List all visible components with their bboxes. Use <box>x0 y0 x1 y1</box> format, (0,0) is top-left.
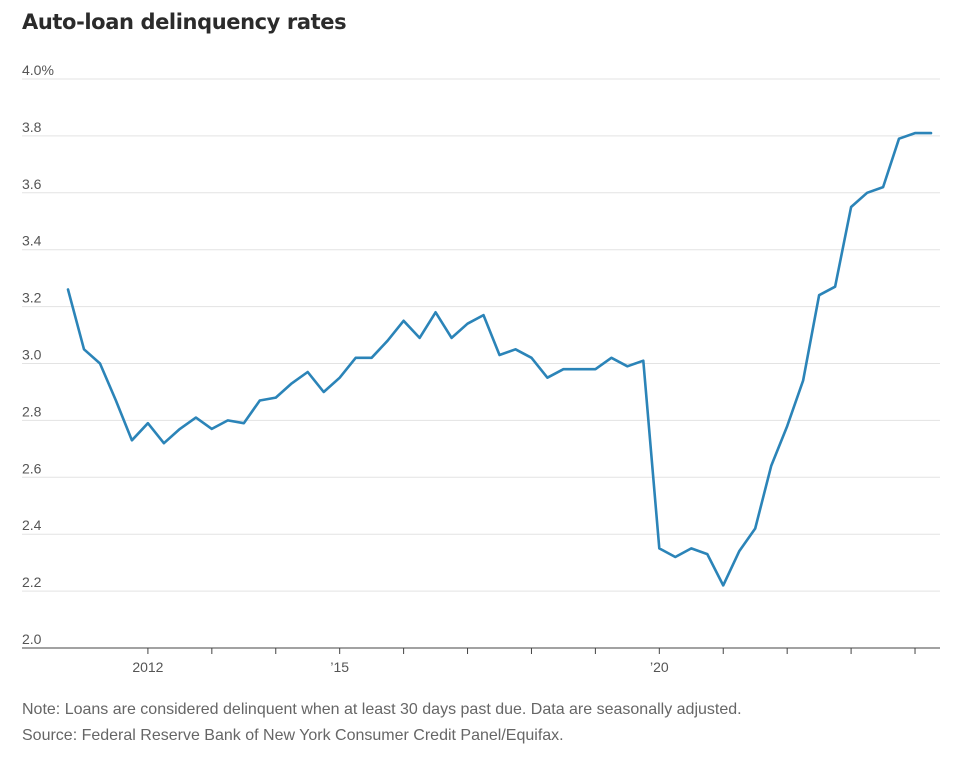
data-point <box>211 428 213 430</box>
y-tick-label: 3.6 <box>22 176 42 192</box>
data-point <box>323 391 325 393</box>
data-point <box>339 377 341 379</box>
data-point <box>546 377 548 379</box>
series-line <box>66 131 933 587</box>
data-point <box>67 289 69 291</box>
y-tick-label: 2.0 <box>22 631 42 647</box>
data-point <box>419 337 421 339</box>
data-point <box>179 428 181 430</box>
data-point <box>914 132 916 134</box>
data-point <box>850 206 852 208</box>
data-point <box>642 360 644 362</box>
data-point <box>738 550 740 552</box>
data-point <box>530 357 532 359</box>
data-point <box>403 320 405 322</box>
data-point <box>99 363 101 365</box>
data-point <box>131 439 133 441</box>
footnote: Note: Loans are considered delinquent wh… <box>22 701 742 718</box>
y-tick-label: 2.6 <box>22 460 42 476</box>
y-tick-label: 3.8 <box>22 119 42 135</box>
data-point <box>451 337 453 339</box>
data-point <box>499 354 501 356</box>
data-point <box>770 465 772 467</box>
data-point <box>115 399 117 401</box>
data-point <box>834 286 836 288</box>
y-tick-label: 2.4 <box>22 517 42 533</box>
data-point <box>163 442 165 444</box>
data-point <box>467 323 469 325</box>
data-point <box>786 425 788 427</box>
y-tick-label: 4.0% <box>22 62 54 78</box>
y-tick-label: 2.8 <box>22 403 42 419</box>
data-point <box>706 553 708 555</box>
data-point <box>898 138 900 140</box>
data-point <box>658 547 660 549</box>
data-point <box>882 186 884 188</box>
data-point <box>578 368 580 370</box>
data-point <box>147 422 149 424</box>
data-point <box>387 340 389 342</box>
data-point <box>435 311 437 313</box>
data-point <box>754 528 756 530</box>
data-point <box>259 399 261 401</box>
y-tick-label: 3.4 <box>22 233 42 249</box>
data-point <box>802 380 804 382</box>
data-point <box>195 417 197 419</box>
data-point <box>483 314 485 316</box>
data-point <box>818 294 820 296</box>
data-point <box>83 348 85 350</box>
data-point <box>227 419 229 421</box>
gridlines <box>22 78 940 592</box>
data-point <box>562 368 564 370</box>
x-axis: 2012 ’15 ’20 <box>22 647 940 675</box>
data-point <box>866 192 868 194</box>
data-point <box>594 368 596 370</box>
data-point <box>371 357 373 359</box>
data-point <box>243 422 245 424</box>
data-point <box>355 357 357 359</box>
y-tick-label: 3.0 <box>22 347 42 363</box>
chart-title: Auto-loan delinquency rates <box>22 10 347 34</box>
data-point <box>690 547 692 549</box>
series-group <box>66 131 933 587</box>
y-axis-labels: 4.0% 3.8 3.6 3.4 3.2 3.0 2.8 2.6 2.4 2.2 2.0 <box>22 62 54 647</box>
data-point <box>291 382 293 384</box>
data-point <box>610 357 612 359</box>
x-tick-label: ’15 <box>330 659 349 675</box>
data-point <box>674 556 676 558</box>
source-note: Source: Federal Reserve Bank of New York… <box>22 727 564 744</box>
y-tick-label: 3.2 <box>22 290 42 306</box>
data-point <box>930 132 932 134</box>
y-tick-label: 2.2 <box>22 574 42 590</box>
data-point <box>722 584 724 586</box>
x-tick-label: 2012 <box>132 659 163 675</box>
data-point <box>514 348 516 350</box>
data-point <box>626 365 628 367</box>
data-point <box>275 397 277 399</box>
data-point <box>307 371 309 373</box>
x-tick-label: ’20 <box>650 659 669 675</box>
